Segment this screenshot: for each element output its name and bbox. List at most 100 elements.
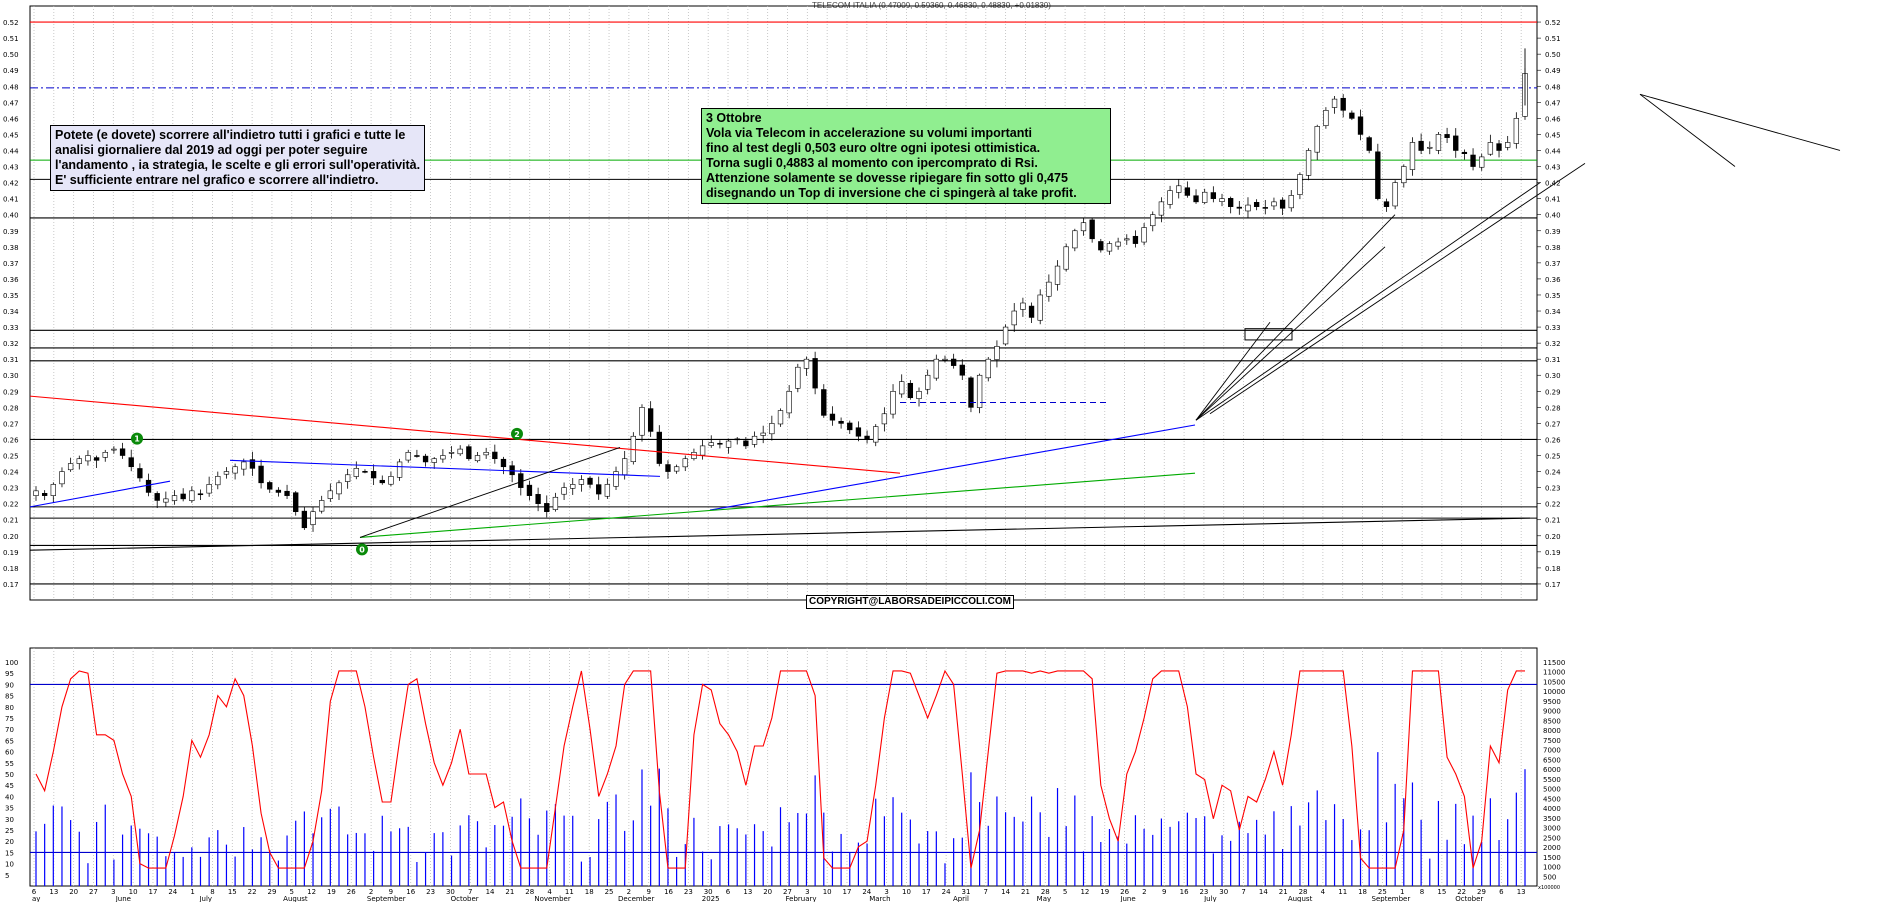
price-tick-label-left: 0.45 bbox=[3, 131, 19, 139]
price-tick-label-right: 0.49 bbox=[1545, 67, 1561, 75]
date-tick-label: 10 bbox=[823, 888, 832, 896]
volume-tick-label: 4000 bbox=[1543, 805, 1561, 813]
candle-body bbox=[1158, 201, 1165, 216]
date-tick-label: 16 bbox=[1180, 888, 1189, 896]
date-tick-label: 13 bbox=[1517, 888, 1526, 896]
candle-body bbox=[795, 366, 801, 389]
candle-body bbox=[950, 358, 957, 366]
candle-body bbox=[1314, 126, 1320, 153]
candle-body bbox=[249, 459, 256, 469]
rsi-tick-label: 60 bbox=[5, 749, 14, 757]
candle-body bbox=[1054, 265, 1061, 285]
month-label: November bbox=[534, 895, 571, 902]
price-tick-label-left: 0.21 bbox=[3, 517, 19, 525]
candle-body bbox=[1444, 134, 1450, 138]
rsi-panel-frame bbox=[29, 647, 1538, 887]
price-tick-label-right: 0.30 bbox=[1545, 372, 1561, 380]
candle-body bbox=[336, 482, 342, 495]
annotation-left-note: Potete (e dovete) scorrere all'indietro … bbox=[50, 125, 426, 191]
trendline-black bbox=[359, 447, 621, 538]
candle-body bbox=[890, 390, 896, 415]
date-tick-label: 9 bbox=[389, 888, 393, 896]
rsi-tick-label: 70 bbox=[5, 726, 14, 734]
trendline-red bbox=[29, 395, 901, 474]
candle-body bbox=[933, 358, 939, 379]
candle-body bbox=[1305, 150, 1312, 176]
candle-body bbox=[111, 448, 117, 451]
month-label: July bbox=[198, 895, 212, 902]
candle-body bbox=[405, 452, 411, 461]
candle-body bbox=[1392, 182, 1398, 207]
date-tick-label: 15 bbox=[228, 888, 237, 896]
candle-body bbox=[1080, 222, 1087, 232]
price-tick-label-left: 0.20 bbox=[3, 533, 19, 541]
candle-body bbox=[812, 358, 818, 389]
date-tick-label: 30 bbox=[704, 888, 713, 896]
month-label: October bbox=[451, 895, 479, 902]
volume-tick-label: 2500 bbox=[1543, 834, 1561, 842]
candle-body bbox=[1375, 151, 1381, 199]
price-tick-label-left: 0.44 bbox=[3, 147, 19, 155]
price-tick-label-right: 0.31 bbox=[1545, 356, 1561, 364]
date-tick-label: 23 bbox=[1199, 888, 1208, 896]
volume-tick-label: 9000 bbox=[1543, 708, 1561, 716]
candle-body bbox=[994, 346, 1000, 360]
rsi-tick-label: 5 bbox=[5, 872, 9, 880]
date-tick-label: 18 bbox=[1358, 888, 1367, 896]
date-tick-label: 31 bbox=[961, 888, 970, 896]
date-tick-label: 29 bbox=[267, 888, 276, 896]
candle-body bbox=[613, 471, 619, 487]
candle-body bbox=[518, 473, 524, 488]
date-tick-label: 21 bbox=[505, 888, 514, 896]
date-tick-label: 3 bbox=[805, 888, 809, 896]
candle-body bbox=[1063, 246, 1069, 270]
price-tick-label-left: 0.31 bbox=[3, 356, 19, 364]
candle-body bbox=[1505, 142, 1511, 148]
month-label: July bbox=[1203, 895, 1217, 902]
candle-body bbox=[821, 389, 827, 416]
candle-body bbox=[102, 452, 108, 458]
price-tick-label-left: 0.37 bbox=[3, 260, 19, 268]
candle-body bbox=[734, 438, 740, 441]
month-label: April bbox=[953, 895, 969, 902]
trendline-black bbox=[1639, 93, 1841, 151]
candle-body bbox=[1202, 191, 1208, 203]
price-tick-label-left: 0.23 bbox=[3, 485, 19, 493]
candle-body bbox=[596, 484, 602, 495]
candle-body bbox=[578, 479, 585, 485]
date-tick-label: 2 bbox=[627, 888, 631, 896]
rsi-tick-label: 90 bbox=[5, 681, 14, 689]
candle-body bbox=[769, 423, 775, 435]
candle-body bbox=[76, 458, 82, 464]
date-tick-label: 18 bbox=[585, 888, 594, 896]
candle-body bbox=[561, 487, 567, 495]
date-tick-label: 5 bbox=[290, 888, 294, 896]
candle-body bbox=[327, 490, 334, 499]
price-tick-label-left: 0.40 bbox=[3, 212, 19, 220]
rsi-line bbox=[35, 669, 1525, 869]
candle-body bbox=[1357, 116, 1364, 135]
candle-body bbox=[1236, 206, 1242, 209]
date-tick-label: 14 bbox=[486, 888, 495, 896]
candle-body bbox=[976, 374, 983, 408]
candle-body bbox=[942, 358, 948, 361]
date-tick-label: 8 bbox=[1420, 888, 1424, 896]
volume-tick-label: 7500 bbox=[1543, 737, 1561, 745]
price-tick-label-right: 0.27 bbox=[1545, 420, 1561, 428]
candle-body bbox=[1210, 192, 1217, 199]
date-tick-label: 26 bbox=[1120, 888, 1129, 896]
candle-body bbox=[223, 471, 230, 475]
price-tick-label-right: 0.23 bbox=[1545, 485, 1561, 493]
date-tick-label: 6 bbox=[726, 888, 731, 896]
candle-body bbox=[1150, 214, 1156, 227]
candle-body bbox=[1427, 146, 1433, 149]
candle-body bbox=[1106, 243, 1113, 252]
price-tick-label-right: 0.29 bbox=[1545, 388, 1561, 396]
price-tick-label-right: 0.51 bbox=[1545, 35, 1561, 43]
candle-body bbox=[1262, 207, 1268, 209]
candle-body bbox=[422, 455, 429, 463]
rsi-tick-label: 40 bbox=[5, 793, 14, 801]
price-panel-frame bbox=[29, 5, 1538, 601]
price-tick-label-right: 0.17 bbox=[1545, 581, 1561, 589]
price-tick-label-left: 0.22 bbox=[3, 501, 19, 509]
